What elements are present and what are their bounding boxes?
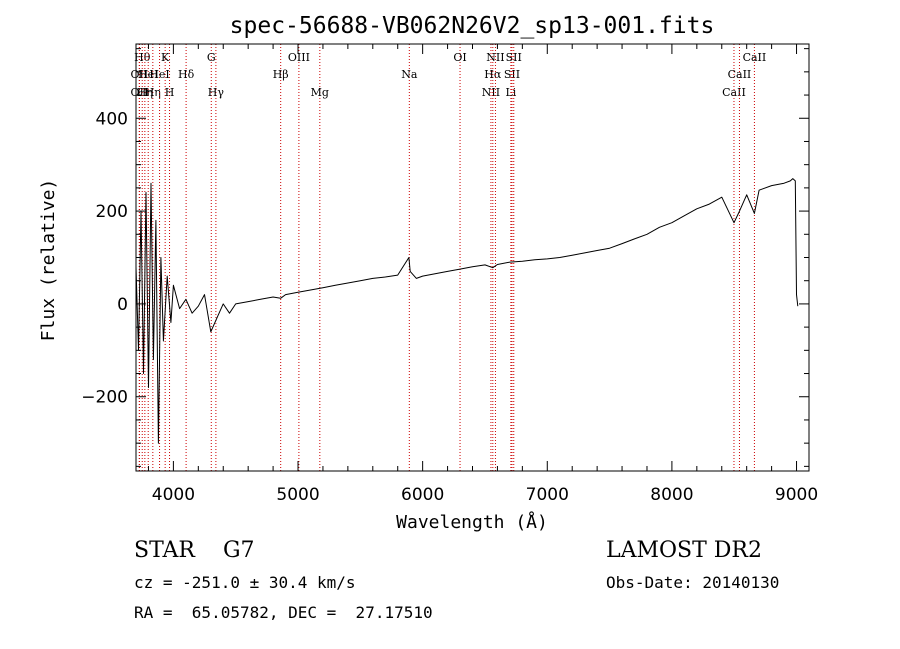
line-marker-label: Hη — [145, 86, 161, 99]
series-layer — [135, 178, 799, 444]
x-axis-label: Wavelength (Å) — [396, 511, 548, 533]
x-tick-label: 7000 — [526, 485, 569, 505]
line-marker-label: Hη — [137, 86, 153, 99]
x-tick-label: 8000 — [650, 485, 693, 505]
line-marker-label: Li — [505, 86, 516, 99]
line-marker-label: HeI — [149, 68, 169, 81]
line-markers: OIIOIIHθHηHeIHηHeIKHHδGHγHβOIIIMgNaOINII… — [131, 44, 767, 471]
line-marker-label: SII — [504, 68, 520, 81]
line-marker-label: NII — [486, 51, 504, 64]
line-marker-label: OI — [453, 51, 466, 64]
axes: 4000 5000 6000 7000 8000 9000 −200 0 200 400 — [81, 43, 818, 505]
line-marker-label: K — [161, 51, 170, 64]
line-marker-label: Na — [401, 68, 418, 81]
chart-title: spec-56688-VB062N26V2_sp13-001.fits — [230, 13, 715, 39]
y-tick-label: 0 — [117, 295, 128, 315]
line-marker-label: Hγ — [208, 86, 225, 99]
y-tick-label: −200 — [81, 388, 128, 408]
line-marker-label: CaII — [722, 86, 746, 99]
ra-dec-coordinates: RA = 65.05782, DEC = 27.17510 — [134, 603, 433, 622]
spectrum-line — [135, 178, 799, 444]
plot-frame — [135, 43, 810, 472]
survey-name: LAMOST DR2 — [606, 538, 762, 563]
y-tick-label: 400 — [96, 109, 128, 129]
x-tick-label: 9000 — [775, 485, 818, 505]
object-class: STAR G7 — [134, 538, 255, 563]
line-marker-label: CaII — [728, 68, 752, 81]
line-marker-label: NII — [482, 86, 500, 99]
line-marker-label: SII — [506, 51, 522, 64]
line-marker-label: Mg — [311, 86, 329, 99]
y-tick-label: 200 — [96, 202, 128, 222]
line-marker-label: Hδ — [178, 68, 195, 81]
y-axis-label: Flux (relative) — [38, 179, 59, 342]
line-marker-label: OII — [131, 86, 149, 99]
x-tick-label: 6000 — [401, 485, 444, 505]
x-tick-label: 4000 — [152, 485, 195, 505]
x-tick-label: 5000 — [276, 485, 319, 505]
line-marker-label: G — [207, 51, 216, 64]
line-marker-label: Hβ — [273, 68, 289, 81]
line-marker-label: CaII — [743, 51, 767, 64]
line-marker-label: OIII — [288, 51, 310, 64]
line-marker-label: H — [165, 86, 175, 99]
redshift-velocity: cz = -251.0 ± 30.4 km/s — [134, 573, 356, 592]
observation-date: Obs-Date: 20140130 — [606, 573, 780, 592]
line-marker-label: Hθ — [134, 51, 151, 64]
line-marker-label: HeI — [138, 68, 158, 81]
line-marker-label: Hα — [484, 68, 502, 81]
